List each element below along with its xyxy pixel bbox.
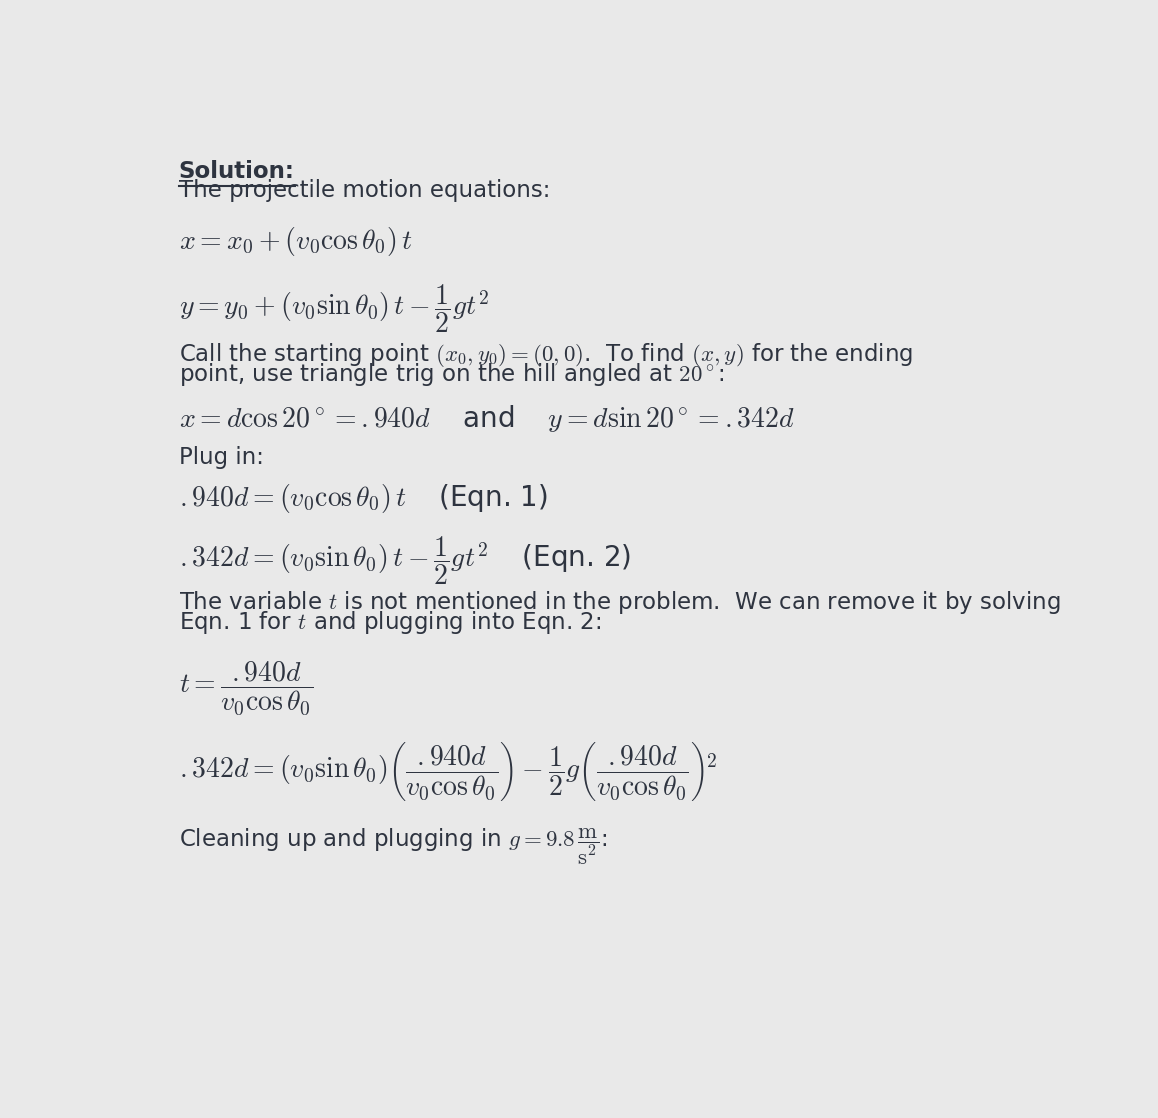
Text: point, use triangle trig on the hill angled at $20^\circ$:: point, use triangle trig on the hill ang… <box>178 361 725 388</box>
Text: Solution:: Solution: <box>178 160 295 183</box>
Text: $y = y_0 + (v_0 \sin \theta_0)\, t - \dfrac{1}{2}gt^2$: $y = y_0 + (v_0 \sin \theta_0)\, t - \df… <box>178 282 489 335</box>
Text: The variable $t$ is not mentioned in the problem.  We can remove it by solving: The variable $t$ is not mentioned in the… <box>178 589 1061 616</box>
Text: The projectile motion equations:: The projectile motion equations: <box>178 179 550 202</box>
Text: Plug in:: Plug in: <box>178 446 264 468</box>
Text: $.940d = (v_0 \cos \theta_0)\, t \quad$ (Eqn. 1): $.940d = (v_0 \cos \theta_0)\, t \quad$ … <box>178 482 548 515</box>
Text: Call the starting point $(x_0, y_0) = (0, 0)$.  To find $(x, y)$ for the ending: Call the starting point $(x_0, y_0) = (0… <box>178 341 913 369</box>
Text: $x = x_0 + (v_0 \cos \theta_0)\, t$: $x = x_0 + (v_0 \cos \theta_0)\, t$ <box>178 225 412 257</box>
Text: $x = d\cos 20^\circ = .940d\quad$ and $\quad y = d\sin 20^\circ = .342d$: $x = d\cos 20^\circ = .940d\quad$ and $\… <box>178 402 794 434</box>
Text: $.342d = (v_0 \sin \theta_0)\, t - \dfrac{1}{2}gt^2 \quad$ (Eqn. 2): $.342d = (v_0 \sin \theta_0)\, t - \dfra… <box>178 534 631 587</box>
Text: Eqn. 1 for $t$ and plugging into Eqn. 2:: Eqn. 1 for $t$ and plugging into Eqn. 2: <box>178 609 601 636</box>
Text: Cleaning up and plugging in $g = 9.8\,\dfrac{\mathrm{m}}{\mathrm{s}^2}$:: Cleaning up and plugging in $g = 9.8\,\d… <box>178 826 607 866</box>
Text: $.342d = (v_0 \sin \theta_0) \left( \dfrac{.940d}{v_0 \cos \theta_0} \right) - \: $.342d = (v_0 \sin \theta_0) \left( \dfr… <box>178 740 717 803</box>
Text: $t = \dfrac{.940d}{v_0 \cos \theta_0}$: $t = \dfrac{.940d}{v_0 \cos \theta_0}$ <box>178 660 313 717</box>
